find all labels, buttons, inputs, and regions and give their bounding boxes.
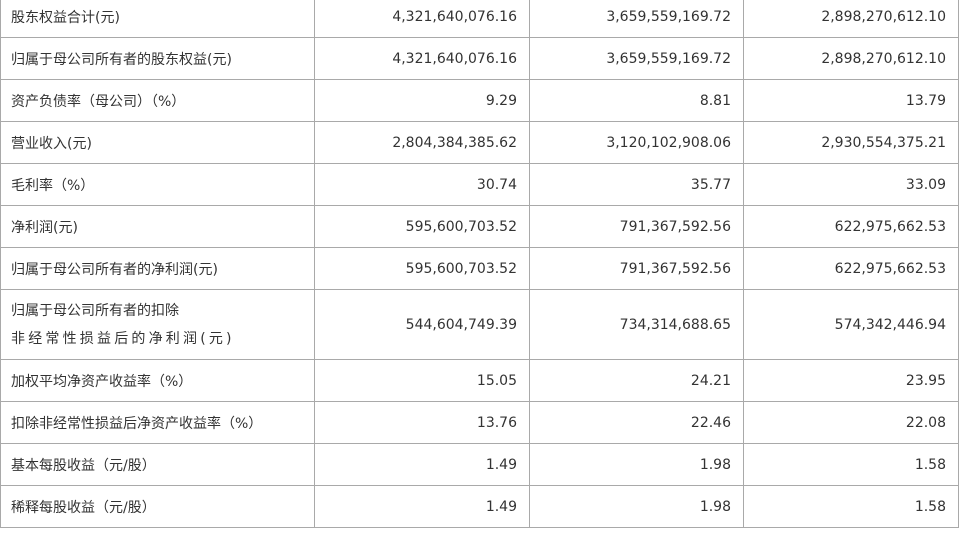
- value-cell: 13.79: [743, 79, 959, 122]
- table-row: 净利润(元) 595,600,703.52 791,367,592.56 622…: [0, 205, 959, 248]
- table-row: 归属于母公司所有者的股东权益(元) 4,321,640,076.16 3,659…: [0, 37, 959, 80]
- row-label: 基本每股收益（元/股）: [0, 443, 315, 486]
- value-cell: 23.95: [743, 359, 959, 402]
- row-label: 归属于母公司所有者的股东权益(元): [0, 37, 315, 80]
- value-cell: 24.21: [529, 359, 744, 402]
- value-cell: 791,367,592.56: [529, 247, 744, 290]
- table-row: 毛利率（%） 30.74 35.77 33.09: [0, 163, 959, 206]
- value-cell: 1.98: [529, 485, 744, 528]
- row-label: 稀释每股收益（元/股）: [0, 485, 315, 528]
- table-row: 股东权益合计(元) 4,321,640,076.16 3,659,559,169…: [0, 0, 959, 38]
- table-row: 归属于母公司所有者的扣除 非经常性损益后的净利润(元) 544,604,749.…: [0, 289, 959, 360]
- row-label: 毛利率（%）: [0, 163, 315, 206]
- value-cell: 15.05: [314, 359, 530, 402]
- value-cell: 1.98: [529, 443, 744, 486]
- value-cell: 544,604,749.39: [314, 289, 530, 360]
- value-cell: 22.46: [529, 401, 744, 444]
- value-cell: 3,659,559,169.72: [529, 0, 744, 38]
- value-cell: 33.09: [743, 163, 959, 206]
- table-row: 归属于母公司所有者的净利润(元) 595,600,703.52 791,367,…: [0, 247, 959, 290]
- value-cell: 3,120,102,908.06: [529, 121, 744, 164]
- table-row: 加权平均净资产收益率（%） 15.05 24.21 23.95: [0, 359, 959, 402]
- value-cell: 4,321,640,076.16: [314, 37, 530, 80]
- row-label: 扣除非经常性损益后净资产收益率（%）: [0, 401, 315, 444]
- value-cell: 1.58: [743, 485, 959, 528]
- table-row: 稀释每股收益（元/股） 1.49 1.98 1.58: [0, 485, 959, 528]
- value-cell: 595,600,703.52: [314, 205, 530, 248]
- row-label: 资产负债率（母公司）（%）: [0, 79, 315, 122]
- value-cell: 595,600,703.52: [314, 247, 530, 290]
- value-cell: 35.77: [529, 163, 744, 206]
- row-label: 净利润(元): [0, 205, 315, 248]
- value-cell: 9.29: [314, 79, 530, 122]
- value-cell: 2,898,270,612.10: [743, 37, 959, 80]
- table-row: 资产负债率（母公司）（%） 9.29 8.81 13.79: [0, 79, 959, 122]
- value-cell: 4,321,640,076.16: [314, 0, 530, 38]
- row-label-line-1: 归属于母公司所有者的扣除: [11, 302, 179, 319]
- row-label: 营业收入(元): [0, 121, 315, 164]
- table-row: 基本每股收益（元/股） 1.49 1.98 1.58: [0, 443, 959, 486]
- row-label: 股东权益合计(元): [0, 0, 315, 38]
- row-label: 加权平均净资产收益率（%）: [0, 359, 315, 402]
- value-cell: 2,898,270,612.10: [743, 0, 959, 38]
- row-label: 归属于母公司所有者的扣除 非经常性损益后的净利润(元): [0, 289, 315, 360]
- value-cell: 3,659,559,169.72: [529, 37, 744, 80]
- value-cell: 8.81: [529, 79, 744, 122]
- value-cell: 22.08: [743, 401, 959, 444]
- value-cell: 2,930,554,375.21: [743, 121, 959, 164]
- value-cell: 574,342,446.94: [743, 289, 959, 360]
- value-cell: 30.74: [314, 163, 530, 206]
- value-cell: 2,804,384,385.62: [314, 121, 530, 164]
- table-row: 扣除非经常性损益后净资产收益率（%） 13.76 22.46 22.08: [0, 401, 959, 444]
- value-cell: 1.58: [743, 443, 959, 486]
- value-cell: 734,314,688.65: [529, 289, 744, 360]
- value-cell: 791,367,592.56: [529, 205, 744, 248]
- value-cell: 622,975,662.53: [743, 205, 959, 248]
- value-cell: 1.49: [314, 485, 530, 528]
- row-label-line-2: 非经常性损益后的净利润(元): [11, 330, 235, 347]
- table-row: 营业收入(元) 2,804,384,385.62 3,120,102,908.0…: [0, 121, 959, 164]
- financial-indicators-table: 股东权益合计(元) 4,321,640,076.16 3,659,559,169…: [0, 0, 959, 528]
- row-label: 归属于母公司所有者的净利润(元): [0, 247, 315, 290]
- value-cell: 1.49: [314, 443, 530, 486]
- value-cell: 13.76: [314, 401, 530, 444]
- value-cell: 622,975,662.53: [743, 247, 959, 290]
